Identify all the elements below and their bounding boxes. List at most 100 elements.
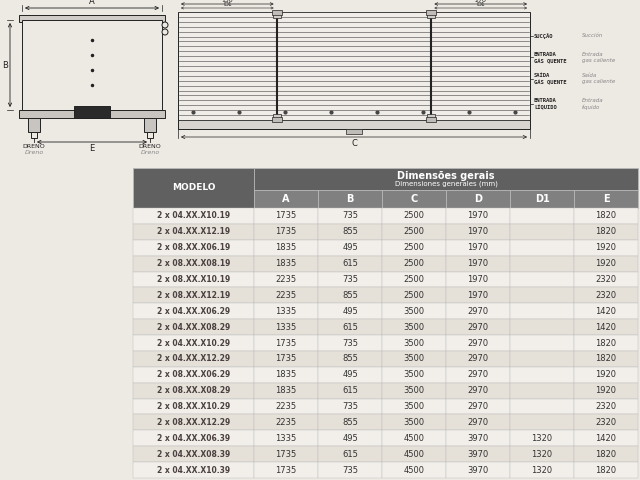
Bar <box>133 367 254 383</box>
Text: gas caliente: gas caliente <box>582 58 615 63</box>
Text: 3500: 3500 <box>404 370 425 379</box>
Text: 735: 735 <box>342 466 358 475</box>
Bar <box>510 431 574 446</box>
Text: C: C <box>410 194 418 204</box>
Text: D1: D1 <box>476 2 485 7</box>
Bar <box>254 383 318 398</box>
Bar <box>510 256 574 272</box>
Text: SUCÇÃO: SUCÇÃO <box>534 33 554 39</box>
Text: Saída: Saída <box>582 73 597 78</box>
Bar <box>510 335 574 351</box>
Bar <box>254 335 318 351</box>
Text: 3970: 3970 <box>467 466 489 475</box>
Bar <box>318 224 382 240</box>
Text: A: A <box>89 0 95 6</box>
Text: 2970: 2970 <box>468 307 489 316</box>
Bar <box>318 272 382 288</box>
Text: 2320: 2320 <box>595 291 616 300</box>
Text: 2 x 08.XX.X06.29: 2 x 08.XX.X06.29 <box>157 370 230 379</box>
Text: 2 x 08.XX.X08.19: 2 x 08.XX.X08.19 <box>157 259 230 268</box>
Bar <box>133 224 254 240</box>
Text: 1335: 1335 <box>276 434 297 443</box>
Text: 1920: 1920 <box>595 386 616 395</box>
Bar <box>446 367 510 383</box>
Bar <box>510 367 574 383</box>
Text: 1735: 1735 <box>276 354 297 363</box>
Bar <box>133 398 254 414</box>
Bar <box>510 319 574 335</box>
Bar <box>510 272 574 288</box>
Bar <box>318 351 382 367</box>
Bar <box>133 351 254 367</box>
Text: 615: 615 <box>342 323 358 332</box>
Bar <box>271 117 282 122</box>
Text: 1820: 1820 <box>595 212 616 220</box>
Bar <box>254 398 318 414</box>
Text: gas caliente: gas caliente <box>582 80 615 84</box>
Text: Dreno: Dreno <box>140 150 159 155</box>
Text: 2235: 2235 <box>276 275 297 284</box>
Bar <box>574 272 638 288</box>
Text: 3970: 3970 <box>467 434 489 443</box>
Text: 2970: 2970 <box>468 418 489 427</box>
Bar <box>446 288 510 303</box>
Text: 1420: 1420 <box>595 307 616 316</box>
Bar <box>446 224 510 240</box>
Bar <box>318 446 382 462</box>
Text: 495: 495 <box>342 243 358 252</box>
Bar <box>318 462 382 478</box>
Bar <box>574 351 638 367</box>
Bar <box>446 335 510 351</box>
Text: 3970: 3970 <box>467 450 489 459</box>
Text: 1835: 1835 <box>276 243 297 252</box>
Bar <box>574 398 638 414</box>
Text: 2 x 08.XX.X10.19: 2 x 08.XX.X10.19 <box>157 275 230 284</box>
Text: 2970: 2970 <box>468 402 489 411</box>
Text: 1335: 1335 <box>276 307 297 316</box>
Bar <box>382 272 446 288</box>
Bar <box>446 462 510 478</box>
Text: 1735: 1735 <box>276 228 297 236</box>
Bar <box>574 256 638 272</box>
Bar <box>318 190 382 208</box>
Bar <box>510 208 574 224</box>
Text: 735: 735 <box>342 212 358 220</box>
Text: Dimensiones generales (mm): Dimensiones generales (mm) <box>395 180 497 187</box>
Bar <box>133 240 254 256</box>
Bar <box>254 272 318 288</box>
Bar <box>133 414 254 431</box>
Bar <box>133 208 254 224</box>
Text: 615: 615 <box>342 450 358 459</box>
Bar <box>346 129 362 134</box>
Text: 2500: 2500 <box>404 212 424 220</box>
Bar <box>74 106 110 118</box>
Text: 2500: 2500 <box>404 228 424 236</box>
Bar <box>574 462 638 478</box>
Text: líquido: líquido <box>582 104 600 109</box>
Text: 1320: 1320 <box>531 434 552 443</box>
Bar <box>574 303 638 319</box>
Text: 2 x 04.XX.X06.39: 2 x 04.XX.X06.39 <box>157 434 230 443</box>
Text: 735: 735 <box>342 275 358 284</box>
Bar <box>254 414 318 431</box>
Text: 1970: 1970 <box>468 259 489 268</box>
Text: 1735: 1735 <box>276 450 297 459</box>
Bar <box>133 431 254 446</box>
Bar <box>254 256 318 272</box>
Text: 1970: 1970 <box>468 243 489 252</box>
Text: 2 x 04.XX.X08.39: 2 x 04.XX.X08.39 <box>157 450 230 459</box>
Bar <box>133 272 254 288</box>
Bar <box>510 414 574 431</box>
Text: 3500: 3500 <box>404 402 425 411</box>
Bar <box>318 208 382 224</box>
Text: Entrada: Entrada <box>582 52 604 57</box>
Text: 1320: 1320 <box>531 450 552 459</box>
Text: DRENO: DRENO <box>22 144 45 149</box>
Bar <box>382 303 446 319</box>
Bar <box>254 351 318 367</box>
Text: 495: 495 <box>342 370 358 379</box>
Text: ENTRADA: ENTRADA <box>534 52 557 57</box>
Bar <box>446 303 510 319</box>
Bar <box>271 10 282 15</box>
Text: 2500: 2500 <box>404 291 424 300</box>
